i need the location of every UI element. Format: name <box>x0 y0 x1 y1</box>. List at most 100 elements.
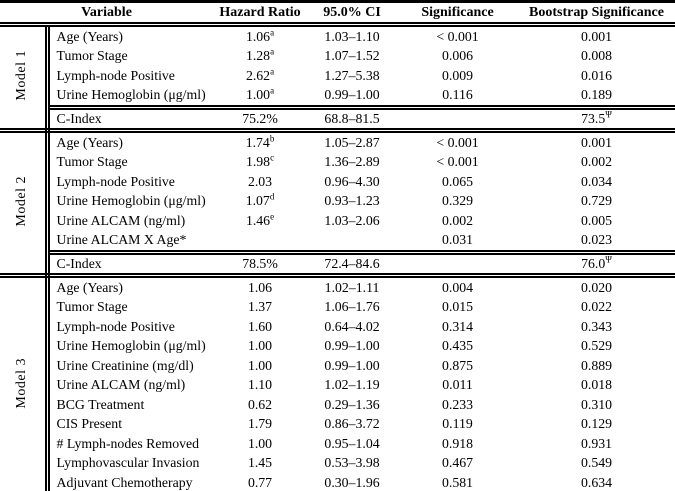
footnote-marker: a <box>270 85 275 96</box>
cell-bootstrap-significance: 0.002 <box>580 154 613 170</box>
cell-bootstrap-significance: 0.005 <box>580 212 613 228</box>
cell-variable: Tumor Stage <box>56 48 128 64</box>
cell-variable: Age (Years) <box>56 279 123 295</box>
table-row: CIS Present 1.79 0.86–3.72 0.119 0.129 <box>0 415 675 435</box>
cell-ci: 0.53–3.98 <box>324 455 380 471</box>
cell-significance: 0.011 <box>442 377 473 393</box>
table-row: # Lymph-nodes Removed 1.00 0.95–1.04 0.918 0… <box>0 434 675 454</box>
cell-hazard-ratio: 1.60 <box>247 318 273 334</box>
cell-variable: Age (Years) <box>56 28 123 44</box>
cell-bootstrap-significance: 0.034 <box>580 173 613 189</box>
cell-hazard-ratio <box>213 231 307 253</box>
footnote-marker: c <box>270 152 275 163</box>
cell-significance: 0.065 <box>441 173 474 189</box>
cell-c-index-value: 78.5% <box>213 250 308 278</box>
cell-bootstrap-significance: 0.729 <box>580 193 613 209</box>
cell-variable: Urine ALCAM X Age* <box>56 232 187 248</box>
cell-significance: 0.329 <box>441 193 474 209</box>
cell-variable: Urine Hemoglobin (μg/ml) <box>56 338 206 354</box>
table-row: Lymph-node Positive 1.60 0.64–4.02 0.314 0.3… <box>0 317 675 337</box>
cell-bootstrap-significance: 0.343 <box>580 318 613 334</box>
model-label-text: Model 1 <box>14 50 30 101</box>
c-index-row: C-Index 75.2% 68.8–81.5 73.5Ψ <box>0 105 675 133</box>
cell-variable: Urine Hemoglobin (μg/ml) <box>56 193 206 209</box>
model-label-text: Model 3 <box>14 357 30 409</box>
cell-variable: Tumor Stage <box>56 299 128 315</box>
table-row: Urine Creatinine (mg/dl) 1.00 0.99–1.00 0.8… <box>0 356 675 376</box>
cell-c-index-significance <box>397 250 519 278</box>
cell-bootstrap-significance: 0.001 <box>580 134 613 150</box>
cell-bootstrap-significance: 0.310 <box>580 396 613 412</box>
table-header: Variable Hazard Ratio 95.0% CI Significa… <box>0 1 675 27</box>
cell-bootstrap-significance: 0.889 <box>580 357 613 373</box>
cell-significance: 0.314 <box>441 318 474 334</box>
cell-ci: 1.07–1.52 <box>324 48 380 64</box>
c-index-row: C-Index 78.5% 72.4–84.6 76.0Ψ <box>0 250 675 278</box>
table-row: Tumor Stage 1.37 1.06–1.76 0.015 0.022 <box>0 298 675 318</box>
cell-variable: Lymph-node Positive <box>56 318 175 334</box>
header-ci: 95.0% CI <box>307 1 398 27</box>
cell-variable: BCG Treatment <box>56 396 145 412</box>
cell-bootstrap-significance: 0.529 <box>580 338 613 354</box>
table-row: Urine Hemoglobin (μg/ml) 1.00 0.99–1.00 0.4… <box>0 337 675 357</box>
cell-hazard-ratio: 1.45 <box>247 455 273 471</box>
cell-ci: 0.64–4.02 <box>324 318 380 334</box>
cell-significance: 0.002 <box>441 212 474 228</box>
cell-hazard-ratio: 1.98c <box>245 152 275 170</box>
cell-c-index-ci: 72.4–84.6 <box>307 250 398 278</box>
cell-hazard-ratio: 1.07d <box>245 191 275 209</box>
model-label-cell: Model 2 <box>0 130 50 278</box>
cell-ci: 0.95–1.04 <box>324 435 380 451</box>
cell-bootstrap-significance: 0.129 <box>580 416 613 432</box>
cell-variable: Lymph-node Positive <box>56 173 175 189</box>
cell-c-index-label: C-Index <box>47 250 214 278</box>
cell-bootstrap-significance: 0.634 <box>580 474 613 490</box>
table-body: Model 1 Age (Years) 1.06a 1.03–1.10 < 0.001 0… <box>0 24 675 491</box>
cell-hazard-ratio: 2.03 <box>247 173 273 189</box>
cell-hazard-ratio: 1.37 <box>247 299 273 315</box>
footnote-marker: Ψ <box>605 109 612 120</box>
cell-variable: Lymphovascular Invasion <box>56 455 200 471</box>
cell-ci: 0.96–4.30 <box>324 173 380 189</box>
cell-ci: 0.93–1.23 <box>324 193 380 209</box>
cell-c-index-ci: 68.8–81.5 <box>307 105 398 133</box>
cell-ci: 1.03–2.06 <box>324 212 380 228</box>
cell-ci: 1.02–1.19 <box>324 377 380 393</box>
header-row: Variable Hazard Ratio 95.0% CI Significa… <box>0 1 675 27</box>
footnote-marker: a <box>270 27 275 38</box>
header-bootstrap-significance: Bootstrap Significance <box>518 1 675 27</box>
cell-significance: 0.006 <box>441 48 474 64</box>
cell-hazard-ratio: 1.06a <box>245 27 275 44</box>
cell-variable: CIS Present <box>56 416 123 432</box>
cell-bootstrap-significance: 0.189 <box>580 87 613 103</box>
table-row: Lymphovascular Invasion 1.45 0.53–3.98 0.46… <box>0 454 675 474</box>
table-row: Lymph-node Positive 2.03 0.96–4.30 0.065 0.0… <box>0 172 675 192</box>
cell-hazard-ratio: 1.00a <box>245 85 275 103</box>
footnote-marker: Ψ <box>605 254 612 265</box>
cell-variable: Lymph-node Positive <box>56 67 175 83</box>
cell-hazard-ratio: 1.10 <box>247 377 273 393</box>
cell-variable: Urine ALCAM (ng/ml) <box>56 377 186 393</box>
table-row: Model 3 Age (Years) 1.06 1.02–1.11 0.004 0.02… <box>0 275 675 491</box>
footnote-marker: a <box>270 66 275 77</box>
cell-variable: Urine ALCAM (ng/ml) <box>56 212 186 228</box>
cell-significance: < 0.001 <box>436 154 479 170</box>
cell-hazard-ratio: 0.77 <box>247 474 273 490</box>
cell-bootstrap-significance: 0.022 <box>580 299 613 315</box>
table-row: Urine ALCAM (ng/ml) 1.46e 1.03–2.06 0.002 0.… <box>0 211 675 231</box>
cell-significance: 0.119 <box>442 416 473 432</box>
footnote-marker: b <box>269 133 275 144</box>
cell-variable: Age (Years) <box>56 134 123 150</box>
cell-bootstrap-significance: 0.008 <box>580 48 613 64</box>
cell-bootstrap-significance: 0.001 <box>580 28 613 44</box>
table-row: BCG Treatment 0.62 0.29–1.36 0.233 0.310 <box>0 395 675 415</box>
table-row: Urine ALCAM (ng/ml) 1.10 1.02–1.19 0.011 0.0… <box>0 376 675 396</box>
cell-bootstrap-significance: 0.023 <box>580 232 613 248</box>
cell-ci: 1.27–5.38 <box>324 67 380 83</box>
model-label-text: Model 2 <box>14 175 30 227</box>
table-row: Model 1 Age (Years) 1.06a 1.03–1.10 < 0.001 0… <box>0 24 675 133</box>
table-row: Tumor Stage 1.98c 1.36–2.89 < 0.001 0.002 <box>0 153 675 173</box>
cell-significance: 0.918 <box>441 435 474 451</box>
table-row: Adjuvant Chemotherapy 0.77 0.30–1.96 0.581 0… <box>0 473 675 491</box>
